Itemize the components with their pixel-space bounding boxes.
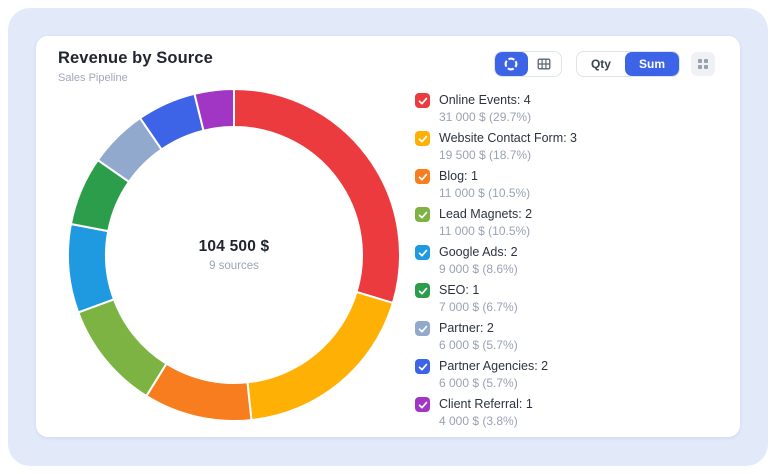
legend-label: SEO: 1 — [439, 283, 480, 297]
table-view-button[interactable] — [528, 52, 561, 76]
legend-label: Partner: 2 — [439, 321, 494, 335]
legend-checkbox[interactable] — [415, 207, 430, 222]
legend-checkbox[interactable] — [415, 169, 430, 184]
legend-texts: Website Contact Form: 3 19 500 $ (18.7%) — [439, 131, 577, 163]
donut-segment-client-referral[interactable] — [193, 88, 235, 132]
legend-checkbox[interactable] — [415, 321, 430, 336]
legend-value: 4 000 $ (3.8%) — [439, 414, 518, 428]
legend-item-partner-agencies[interactable]: Partner Agencies: 2 6 000 $ (5.7%) — [415, 359, 577, 391]
legend-texts: Blog: 1 11 000 $ (10.5%) — [439, 169, 530, 201]
legend-label: Google Ads: 2 — [439, 245, 518, 259]
check-icon — [418, 325, 427, 333]
revenue-by-source-card: Revenue by Source Sales Pipeline — [36, 36, 740, 437]
legend-checkbox[interactable] — [415, 131, 430, 146]
page-subtitle: Sales Pipeline — [58, 72, 128, 84]
toolbar: Qty Sum — [493, 51, 715, 77]
legend-value: 7 000 $ (6.7%) — [439, 300, 518, 314]
legend-value: 31 000 $ (29.7%) — [439, 110, 532, 124]
legend-texts: Google Ads: 2 9 000 $ (8.6%) — [439, 245, 518, 277]
check-icon — [418, 97, 427, 105]
legend-checkbox[interactable] — [415, 397, 430, 412]
legend-value: 19 500 $ (18.7%) — [439, 148, 532, 162]
page-title: Revenue by Source — [58, 49, 213, 67]
legend-item-website-contact-form[interactable]: Website Contact Form: 3 19 500 $ (18.7%) — [415, 131, 577, 163]
legend-texts: Client Referral: 1 4 000 $ (3.8%) — [439, 397, 533, 429]
check-icon — [418, 401, 427, 409]
legend-texts: SEO: 1 7 000 $ (6.7%) — [439, 283, 518, 315]
legend-item-client-referral[interactable]: Client Referral: 1 4 000 $ (3.8%) — [415, 397, 577, 429]
check-icon — [418, 249, 427, 257]
legend-texts: Partner: 2 6 000 $ (5.7%) — [439, 321, 518, 353]
legend-texts: Lead Magnets: 2 11 000 $ (10.5%) — [439, 207, 532, 239]
header-titles: Revenue by Source Sales Pipeline — [58, 48, 213, 84]
legend-label: Lead Magnets: 2 — [439, 207, 533, 221]
view-toggle-group — [493, 51, 562, 77]
legend-value: 11 000 $ (10.5%) — [439, 186, 531, 200]
donut-segment-google-ads[interactable] — [67, 222, 115, 314]
donut-chart-icon — [503, 56, 519, 72]
legend-checkbox[interactable] — [415, 93, 430, 108]
legend-item-seo[interactable]: SEO: 1 7 000 $ (6.7%) — [415, 283, 577, 315]
donut-segment-lead-magnets[interactable] — [77, 298, 168, 397]
legend-checkbox[interactable] — [415, 359, 430, 374]
legend-value: 6 000 $ (5.7%) — [439, 338, 518, 352]
table-icon — [536, 56, 552, 72]
check-icon — [418, 135, 427, 143]
legend-label: Online Events: 4 — [439, 93, 531, 107]
donut-chart: 104 500 $ 9 sources — [66, 87, 402, 423]
legend-texts: Partner Agencies: 2 6 000 $ (5.7%) — [439, 359, 548, 391]
legend-label: Blog: 1 — [439, 169, 478, 183]
legend-item-lead-magnets[interactable]: Lead Magnets: 2 11 000 $ (10.5%) — [415, 207, 577, 239]
more-options-button[interactable] — [691, 52, 715, 76]
check-icon — [418, 363, 427, 371]
grid-dots-icon — [696, 57, 710, 71]
mode-toggle-group: Qty Sum — [575, 51, 680, 77]
check-icon — [418, 287, 427, 295]
donut-svg — [67, 88, 401, 422]
legend-label: Partner Agencies: 2 — [439, 359, 549, 373]
legend-item-blog[interactable]: Blog: 1 11 000 $ (10.5%) — [415, 169, 577, 201]
donut-segment-online-events[interactable] — [233, 88, 401, 304]
legend-texts: Online Events: 4 31 000 $ (29.7%) — [439, 93, 531, 125]
sum-button[interactable]: Sum — [624, 52, 679, 76]
donut-segment-website-contact-form[interactable] — [246, 290, 394, 422]
check-icon — [418, 211, 427, 219]
legend-label: Client Referral: 1 — [439, 397, 533, 411]
check-icon — [418, 173, 427, 181]
legend-value: 6 000 $ (5.7%) — [439, 376, 518, 390]
chart-view-button[interactable] — [494, 52, 528, 76]
legend-value: 11 000 $ (10.5%) — [439, 224, 531, 238]
legend-item-partner[interactable]: Partner: 2 6 000 $ (5.7%) — [415, 321, 577, 353]
legend: Online Events: 4 31 000 $ (29.7%) Websit… — [415, 93, 577, 435]
card-body: 104 500 $ 9 sources Online Events: 4 31 … — [36, 86, 740, 435]
legend-value: 9 000 $ (8.6%) — [439, 262, 518, 276]
legend-item-google-ads[interactable]: Google Ads: 2 9 000 $ (8.6%) — [415, 245, 577, 277]
legend-checkbox[interactable] — [415, 245, 430, 260]
card-header: Revenue by Source Sales Pipeline — [36, 36, 740, 86]
legend-item-online-events[interactable]: Online Events: 4 31 000 $ (29.7%) — [415, 93, 577, 125]
legend-checkbox[interactable] — [415, 283, 430, 298]
qty-button[interactable]: Qty — [577, 52, 625, 76]
legend-label: Website Contact Form: 3 — [439, 131, 578, 145]
